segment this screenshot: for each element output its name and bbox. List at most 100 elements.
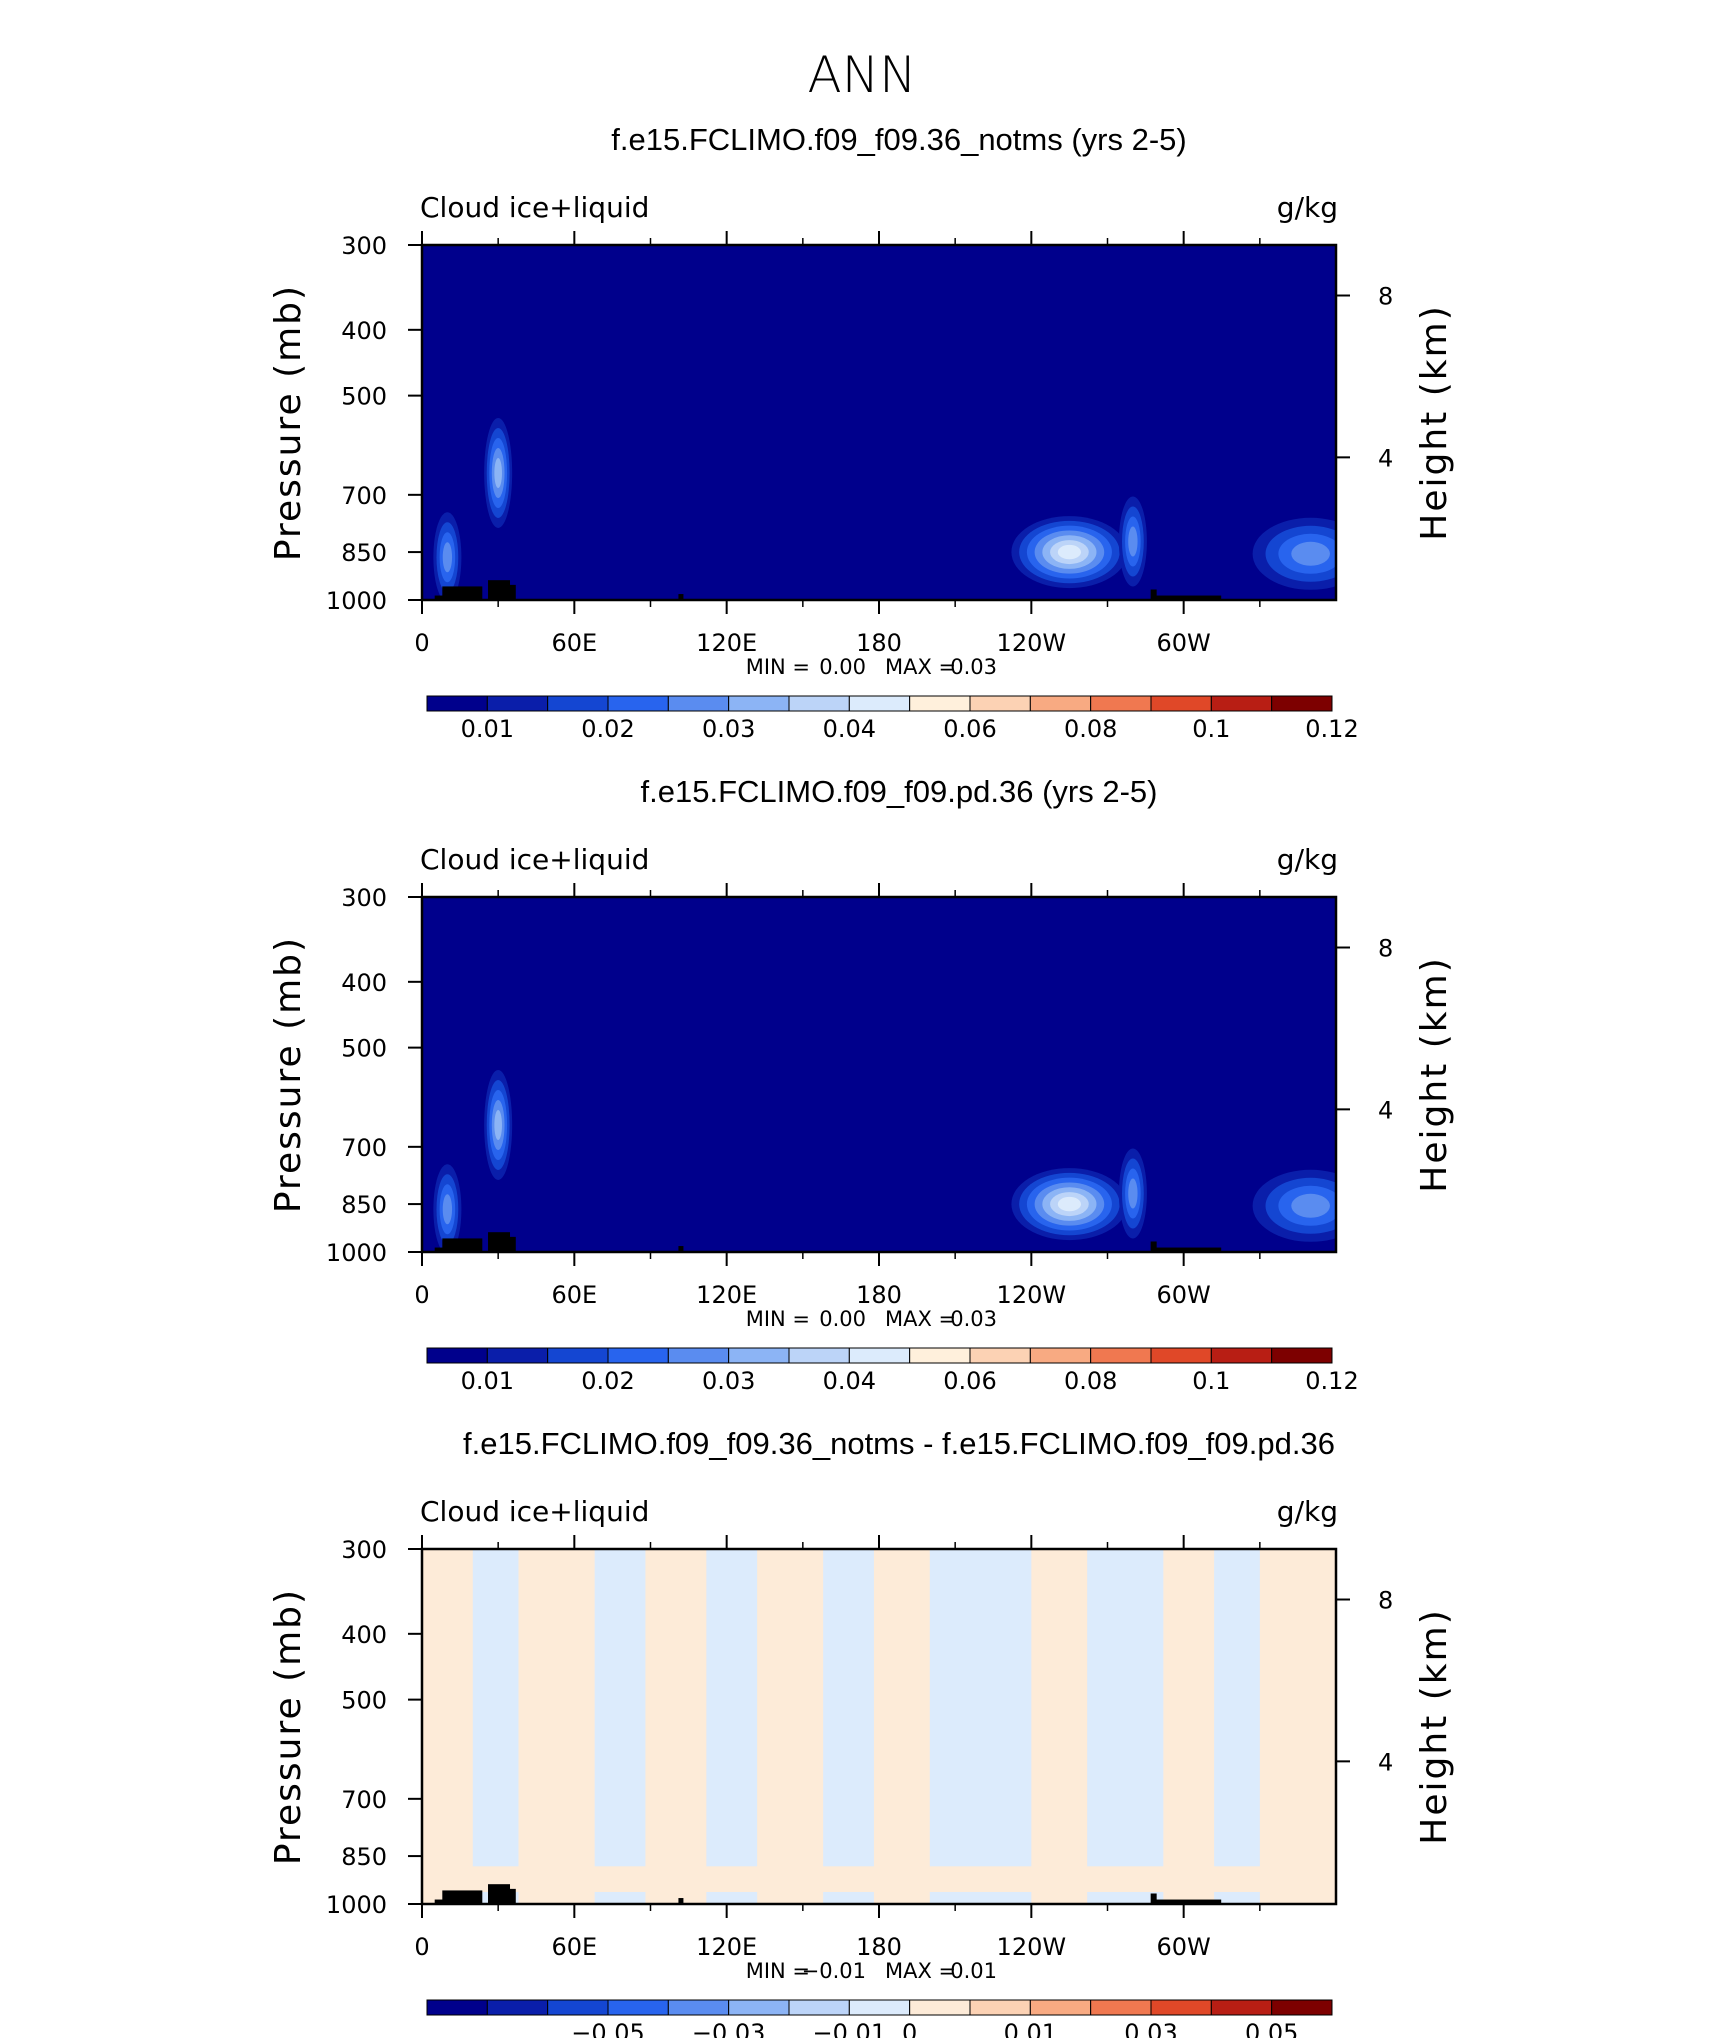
x-tick-label: 120E (696, 1281, 757, 1309)
x-tick-label: 60W (1157, 1933, 1211, 1961)
colorbar-swatch (1150, 1999, 1212, 2016)
colorbar-swatch (848, 695, 911, 712)
colorbar-swatch (848, 1347, 911, 1364)
y-axis-title-right: Height (km) (1414, 956, 1455, 1192)
colorbar-swatch (969, 1999, 1031, 2016)
contour-blob-1 (442, 1194, 453, 1225)
colorbar-label: 0.08 (1064, 1367, 1117, 1395)
colorbar-swatch (788, 695, 850, 712)
colorbar-label: 0.04 (823, 715, 876, 743)
colorbar-swatch (1090, 695, 1152, 712)
y-axis-title: Pressure (mb) (268, 284, 309, 561)
x-tick-label: 60W (1157, 1281, 1211, 1309)
positive-region-lower (422, 1866, 1336, 1892)
variable-label: Cloud ice+liquid (420, 843, 649, 876)
contour-blob-5 (1291, 1193, 1330, 1218)
contour-blob-1 (442, 542, 453, 573)
colorbar-label: 0 (902, 2019, 917, 2038)
colorbar-swatch (1090, 1347, 1152, 1364)
contour-blob-3 (1057, 544, 1082, 560)
units-label: g/kg (1277, 1495, 1338, 1528)
max-value: 0.03 (950, 655, 997, 679)
y-tick-label: 700 (341, 1134, 387, 1162)
colorbar-swatch (1029, 695, 1092, 712)
y-tick-label: 500 (341, 1687, 387, 1715)
x-tick-label: 180 (856, 1281, 902, 1309)
topography-4 (505, 1236, 516, 1252)
topography-2 (442, 586, 483, 600)
colorbar-swatch (909, 1999, 971, 2016)
topography-2 (442, 1238, 483, 1252)
colorbar-label: 0.1 (1192, 1367, 1230, 1395)
x-tick-label: 60W (1157, 629, 1211, 657)
max-value: 0.03 (950, 1307, 997, 1331)
y-tick-label: 400 (341, 317, 387, 345)
contour-blob-4 (1128, 1178, 1138, 1209)
colorbar-swatch (1210, 1999, 1273, 2016)
colorbar-label: 0.01 (1004, 2019, 1057, 2038)
max-label: MAX = (885, 1959, 956, 1983)
colorbar-label: 0.02 (581, 715, 634, 743)
colorbar-swatch (1029, 1347, 1092, 1364)
colorbar-swatch (486, 1999, 549, 2016)
colorbar-swatch (909, 1347, 971, 1364)
min-value: 0.00 (819, 1307, 866, 1331)
colorbar-swatch (607, 1999, 669, 2016)
topography-1 (434, 1247, 449, 1252)
colorbar-swatch (848, 1999, 911, 2016)
colorbar-swatch (1210, 695, 1273, 712)
colorbar-swatch (1210, 1347, 1273, 1364)
topography-3 (488, 1884, 511, 1904)
y-tick-label: 1000 (326, 1239, 387, 1267)
x-tick-label: 60E (551, 1933, 597, 1961)
topography-1 (434, 595, 449, 600)
panel-title: f.e15.FCLIMO.f09_f09.pd.36 (yrs 2-5) (641, 774, 1158, 809)
contour-blob-4 (1128, 526, 1138, 557)
topography-3 (488, 580, 511, 600)
y-tick-label: 300 (341, 884, 387, 912)
y-right-tick-label: 4 (1378, 1096, 1393, 1124)
positive-region-3 (645, 1549, 707, 1904)
min-value: −0.01 (802, 1959, 866, 1983)
topography-4 (505, 1888, 516, 1904)
y-tick-label: 1000 (326, 1891, 387, 1919)
plot-area (422, 245, 1336, 600)
y-tick-label: 700 (341, 1786, 387, 1814)
colorbar-swatch (728, 1347, 790, 1364)
positive-region-4 (757, 1549, 824, 1904)
colorbar-swatch (1271, 695, 1333, 712)
y-tick-label: 850 (341, 539, 387, 567)
variable-label: Cloud ice+liquid (420, 191, 649, 224)
positive-region-2 (518, 1549, 595, 1904)
x-tick-label: 180 (856, 1933, 902, 1961)
colorbar-swatch (1150, 1347, 1212, 1364)
colorbar-swatch (547, 1347, 609, 1364)
positive-region-7 (1163, 1549, 1215, 1904)
y-right-tick-label: 8 (1378, 935, 1393, 963)
y-tick-label: 400 (341, 969, 387, 997)
x-tick-label: 0 (414, 1281, 429, 1309)
colorbar-swatch (426, 695, 488, 712)
y-axis-title: Pressure (mb) (268, 936, 309, 1213)
chart-panel-1: f.e15.FCLIMO.f09_f09.36_notms (yrs 2-5) C… (268, 122, 1455, 743)
x-tick-label: 120W (997, 1281, 1067, 1309)
contour-blob-2 (494, 457, 502, 488)
topography-7 (1153, 595, 1222, 600)
colorbar-swatch (547, 1999, 609, 2016)
topography-6 (1150, 1241, 1157, 1252)
y-axis-title: Pressure (mb) (268, 1588, 309, 1865)
topography-5 (678, 594, 684, 600)
positive-region-1 (422, 1549, 473, 1904)
y-right-tick-label: 4 (1378, 1748, 1393, 1776)
colorbar-swatch (969, 695, 1031, 712)
colorbar-label: 0.01 (461, 715, 514, 743)
y-right-tick-label: 8 (1378, 283, 1393, 311)
topography-6 (1150, 589, 1157, 600)
topography-5 (678, 1898, 684, 1904)
variable-label: Cloud ice+liquid (420, 1495, 649, 1528)
chart-panel-3: f.e15.FCLIMO.f09_f09.36_notms - f.e15.FC… (268, 1426, 1455, 2038)
colorbar-label: 0.12 (1305, 1367, 1358, 1395)
min-label: MIN = (746, 655, 810, 679)
field-background (422, 245, 1336, 600)
topography-2 (442, 1890, 483, 1904)
